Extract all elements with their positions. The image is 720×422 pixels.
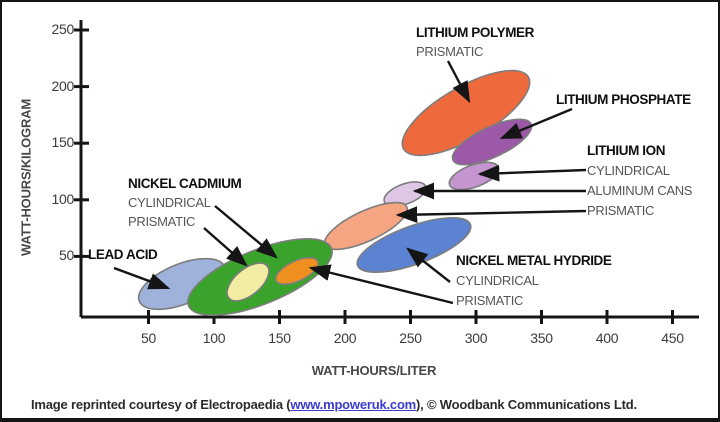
arrow-nicd-cylindrical (214, 205, 278, 259)
axes (74, 20, 699, 324)
label-nickel-metal-hydride-cylindrical: CYLINDRICAL (456, 273, 539, 288)
y-tick-label-150: 150 (51, 134, 75, 151)
x-tick-label-150: 150 (268, 330, 291, 346)
arrow-nimh-prismatic (308, 264, 454, 305)
attribution-caption: Image reprinted courtesy of Electropaedi… (31, 397, 637, 412)
label-lithium-ion-prismatic: PRISMATIC (587, 203, 655, 218)
label-lithium-polymer-title: LITHIUM POLYMER (416, 25, 535, 40)
arrow-lithium-polymer (446, 60, 471, 104)
label-nickel-metal-hydride-prismatic: PRISMATIC (456, 293, 524, 308)
caption-suffix: ), © Woodbank Communications Ltd. (416, 397, 637, 412)
arrow-lead-acid (113, 266, 171, 290)
x-tick-label-400: 400 (595, 330, 619, 346)
x-tick-label-250: 250 (399, 330, 422, 346)
label-nickel-metal-hydride-title: NICKEL METAL HYDRIDE (456, 253, 612, 268)
label-lead-acid: LEAD ACID (88, 247, 158, 262)
label-nickel-metal-hydride: NICKEL METAL HYDRIDE CYLINDRICAL PRISMAT… (456, 251, 612, 311)
y-axis-title: WATT-HOURS/KILOGRAM (18, 99, 34, 256)
label-lithium-phosphate: LITHIUM PHOSPHATE (556, 92, 691, 107)
region-nickel-metal-hydride-prismatic (274, 256, 320, 286)
leader-arrows (113, 60, 587, 305)
y-tick-label-100: 100 (51, 190, 75, 207)
x-tick-label-300: 300 (464, 330, 488, 346)
label-lithium-ion-cylindrical: CYLINDRICAL (587, 163, 670, 178)
y-tick-label-250: 250 (51, 21, 75, 37)
label-nickel-cadmium-title: NICKEL CADMIUM (128, 176, 242, 191)
label-lithium-ion-title: LITHIUM ION (587, 143, 666, 158)
label-nickel-cadmium: NICKEL CADMIUM CYLINDRICAL PRISMATIC (128, 174, 242, 231)
y-tick-label-50: 50 (59, 247, 74, 264)
label-lithium-ion-aluminum-cans: ALUMINUM CANS (587, 183, 693, 198)
caption-prefix: Image reprinted courtesy of Electropaedi… (31, 397, 291, 412)
x-tick-label-50: 50 (141, 330, 156, 346)
arrow-nicd-prismatic (203, 227, 248, 267)
arrow-nimh-cylindrical (406, 247, 451, 283)
region-nickel-cadmium-prismatic (226, 262, 270, 302)
label-lithium-ion: LITHIUM ION CYLINDRICAL ALUMINUM CANS PR… (587, 141, 692, 221)
arrow-liion-cylindrical (477, 164, 587, 182)
label-lithium-polymer-prismatic: PRISMATIC (416, 44, 484, 59)
arrow-liion-prismatic (395, 206, 587, 223)
x-tick-label-350: 350 (530, 330, 553, 346)
mpoweruk-link[interactable]: www.mpoweruk.com (290, 397, 417, 412)
x-axis-title: WATT-HOURS/LITER (311, 363, 437, 378)
label-nickel-cadmium-prismatic: PRISMATIC (128, 214, 196, 229)
y-tick-label-200: 200 (51, 77, 75, 94)
x-tick-label-450: 450 (661, 330, 684, 346)
label-lithium-polymer: LITHIUM POLYMER PRISMATIC (416, 23, 534, 61)
arrow-lithium-phosphate (499, 107, 573, 140)
label-nickel-cadmium-cylindrical: CYLINDRICAL (128, 195, 211, 210)
x-tick-label-200: 200 (333, 330, 357, 346)
x-tick-label-100: 100 (202, 330, 226, 346)
